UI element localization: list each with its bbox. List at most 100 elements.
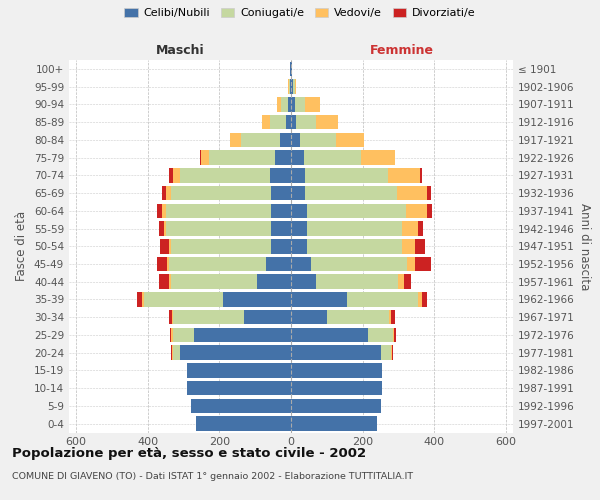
Bar [415,239,425,254]
Bar [291,416,377,431]
Text: Femmine: Femmine [370,44,434,58]
Bar [391,346,392,360]
Bar [171,328,173,342]
Bar [244,310,291,324]
Text: Maschi: Maschi [155,44,205,58]
Bar [291,398,380,413]
Bar [291,274,316,289]
Bar [266,256,291,272]
Bar [170,328,171,342]
Bar [291,168,305,182]
Bar [296,115,316,130]
Bar [291,80,293,94]
Bar [291,292,347,306]
Bar [271,221,291,236]
Bar [196,416,291,431]
Bar [418,221,424,236]
Bar [223,292,291,306]
Bar [169,168,173,182]
Bar [262,115,269,130]
Bar [187,363,291,378]
Bar [311,256,407,272]
Bar [171,274,257,289]
Bar [166,204,271,218]
Bar [230,132,241,147]
Bar [415,256,431,272]
Bar [291,346,380,360]
Bar [291,186,305,200]
Bar [291,97,295,112]
Bar [300,132,336,147]
Bar [162,204,166,218]
Bar [158,274,169,289]
Bar [389,310,391,324]
Bar [194,328,291,342]
Bar [361,150,395,165]
Bar [187,381,291,396]
Bar [397,186,427,200]
Bar [169,274,171,289]
Bar [304,150,361,165]
Bar [307,239,402,254]
Bar [406,204,427,218]
Bar [427,186,431,200]
Bar [427,204,433,218]
Bar [327,310,389,324]
Bar [173,310,244,324]
Bar [402,239,415,254]
Bar [157,204,162,218]
Bar [307,221,402,236]
Bar [418,292,422,306]
Bar [291,328,368,342]
Bar [257,274,291,289]
Bar [380,346,391,360]
Bar [277,97,281,112]
Text: Popolazione per età, sesso e stato civile - 2002: Popolazione per età, sesso e stato civil… [12,448,366,460]
Bar [171,346,172,360]
Bar [393,328,394,342]
Legend: Celibi/Nubili, Coniugati/e, Vedovi/e, Divorziati/e: Celibi/Nubili, Coniugati/e, Vedovi/e, Di… [120,3,480,22]
Bar [160,239,169,254]
Bar [166,186,171,200]
Bar [166,221,271,236]
Bar [420,168,422,182]
Bar [291,115,296,130]
Bar [316,274,398,289]
Bar [173,346,180,360]
Bar [288,97,291,112]
Bar [295,80,296,94]
Bar [336,132,364,147]
Bar [388,168,420,182]
Bar [241,132,280,147]
Bar [158,221,164,236]
Bar [347,292,418,306]
Bar [180,346,291,360]
Bar [157,256,167,272]
Bar [291,239,307,254]
Bar [180,168,269,182]
Bar [169,256,266,272]
Bar [144,292,223,306]
Bar [295,97,305,112]
Bar [305,97,320,112]
Bar [291,132,300,147]
Bar [368,328,393,342]
Bar [191,398,291,413]
Bar [169,239,171,254]
Bar [291,256,311,272]
Bar [398,274,404,289]
Bar [291,363,382,378]
Bar [164,221,166,236]
Bar [142,292,144,306]
Bar [307,204,406,218]
Bar [281,97,288,112]
Bar [407,256,415,272]
Bar [404,274,411,289]
Bar [291,150,304,165]
Bar [422,292,427,306]
Bar [173,168,180,182]
Bar [291,221,307,236]
Bar [171,239,271,254]
Bar [209,150,275,165]
Bar [173,328,194,342]
